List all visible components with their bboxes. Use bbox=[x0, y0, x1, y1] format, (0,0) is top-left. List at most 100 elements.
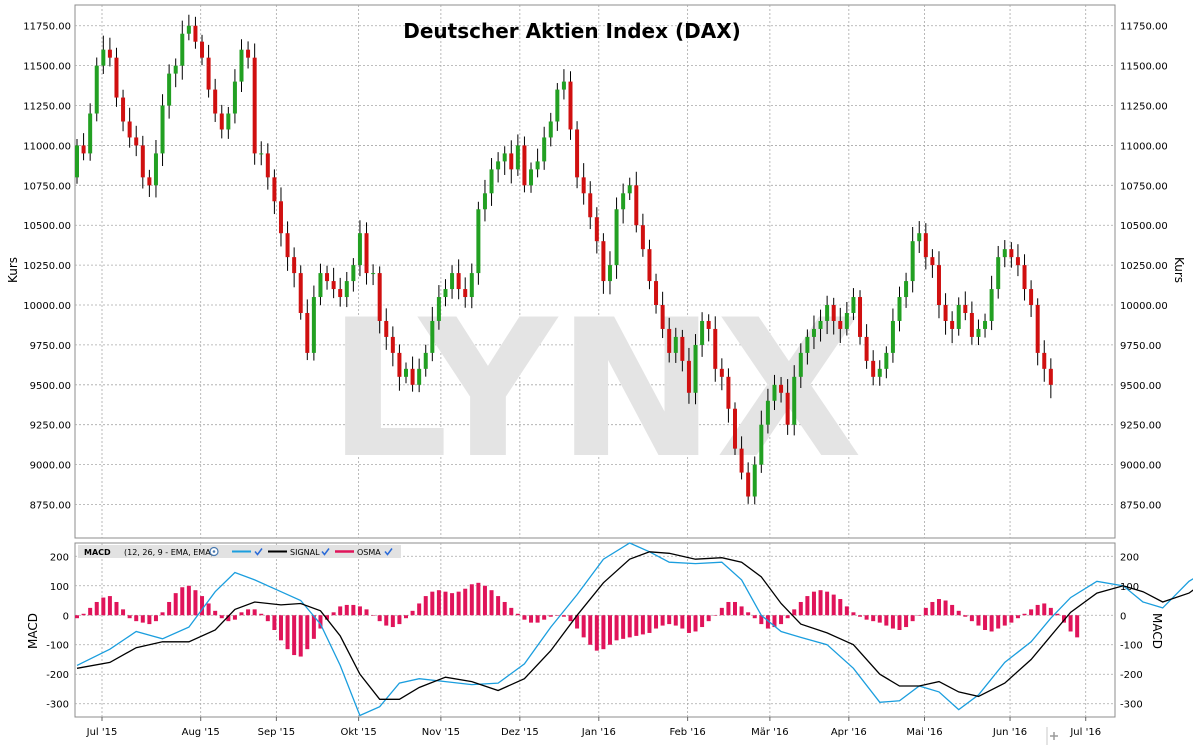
candle-body bbox=[272, 177, 277, 202]
candle bbox=[298, 265, 303, 320]
candle bbox=[686, 347, 691, 404]
candle-body bbox=[1029, 289, 1034, 306]
osma-bar bbox=[976, 615, 981, 626]
price-tick-label-right: 10250.00 bbox=[1120, 261, 1168, 272]
candle bbox=[700, 312, 705, 357]
price-tick-label-right: 10750.00 bbox=[1120, 181, 1168, 192]
price-tick-label-left: 10500.00 bbox=[23, 221, 71, 232]
candle bbox=[423, 344, 428, 377]
candle-body bbox=[107, 49, 112, 58]
osma-bar bbox=[904, 615, 909, 628]
candle bbox=[232, 69, 237, 124]
osma-bar bbox=[950, 604, 955, 616]
candle bbox=[469, 263, 474, 309]
candle-body bbox=[667, 328, 672, 353]
candle bbox=[140, 135, 145, 189]
candle bbox=[950, 311, 955, 344]
osma-bar bbox=[469, 584, 474, 616]
osma-bar bbox=[436, 590, 441, 616]
candle bbox=[357, 220, 362, 277]
candle-body bbox=[114, 57, 119, 98]
candle-body bbox=[81, 145, 86, 154]
legend-signal-check-icon[interactable] bbox=[321, 548, 330, 556]
candle bbox=[805, 329, 810, 365]
candle-body bbox=[404, 368, 408, 377]
osma-bar bbox=[463, 588, 468, 616]
candle-body bbox=[996, 257, 1001, 290]
settings-icon[interactable] bbox=[209, 546, 219, 557]
candle bbox=[713, 316, 718, 382]
candle bbox=[627, 177, 632, 201]
candle-body bbox=[858, 297, 863, 337]
candle bbox=[621, 183, 626, 224]
legend-osma-check-icon[interactable] bbox=[384, 548, 393, 556]
candle bbox=[436, 285, 441, 330]
osma-bar bbox=[601, 615, 606, 650]
candle-body bbox=[436, 297, 441, 321]
osma-bar bbox=[430, 591, 435, 616]
candle bbox=[522, 136, 527, 193]
legend-macd-check-icon[interactable] bbox=[254, 548, 263, 556]
candle-body bbox=[581, 177, 586, 194]
candle-body bbox=[535, 161, 540, 170]
candle-body bbox=[752, 464, 757, 497]
candle-body bbox=[904, 281, 909, 298]
price-title: Deutscher Aktien Index (DAX) bbox=[403, 19, 741, 43]
candle-body bbox=[831, 305, 836, 321]
candle bbox=[509, 140, 514, 184]
candle-body bbox=[522, 145, 527, 186]
osma-bar bbox=[1048, 607, 1053, 616]
x-tick-label: Apr '16 bbox=[831, 727, 867, 738]
candle bbox=[272, 169, 277, 215]
candle bbox=[1048, 358, 1053, 399]
candle bbox=[180, 20, 185, 80]
macd-line bbox=[76, 542, 1193, 717]
candle-body bbox=[246, 49, 251, 58]
candle bbox=[1029, 280, 1034, 317]
candle-body bbox=[186, 25, 191, 34]
legend-indicator-name: MACD bbox=[84, 548, 111, 557]
candle bbox=[81, 133, 86, 161]
osma-bar bbox=[910, 615, 915, 622]
osma-bar bbox=[884, 615, 889, 626]
candle-body bbox=[1048, 368, 1053, 385]
candle bbox=[647, 239, 652, 290]
candle bbox=[443, 279, 448, 307]
osma-bar bbox=[364, 609, 369, 616]
macd-ylabel-right: MACD bbox=[1150, 613, 1164, 649]
crosshair-icon[interactable] bbox=[1050, 732, 1058, 740]
candle bbox=[252, 43, 257, 165]
osma-bar bbox=[667, 615, 672, 625]
candle bbox=[607, 251, 612, 295]
candle bbox=[858, 290, 863, 345]
candle-body bbox=[213, 89, 218, 114]
osma-bar bbox=[877, 615, 882, 623]
candle bbox=[127, 107, 132, 148]
candle bbox=[673, 327, 678, 363]
osma-bar bbox=[1055, 613, 1060, 616]
candle-body bbox=[173, 65, 178, 74]
osma-bar bbox=[1015, 615, 1020, 619]
candle bbox=[739, 436, 744, 480]
candle-body bbox=[529, 169, 534, 186]
osma-bar bbox=[259, 613, 264, 616]
osma-bar bbox=[969, 615, 974, 622]
osma-bar bbox=[838, 599, 843, 616]
osma-bar bbox=[265, 615, 270, 622]
osma-bar bbox=[739, 606, 744, 616]
osma-bar bbox=[325, 615, 330, 620]
osma-bar bbox=[1068, 615, 1073, 632]
osma-bar bbox=[594, 615, 599, 651]
macd-tick-label-right: -300 bbox=[1120, 700, 1143, 711]
candle-body bbox=[193, 25, 198, 42]
candle bbox=[779, 376, 784, 403]
candle-body bbox=[621, 193, 626, 210]
osma-bar bbox=[331, 612, 336, 616]
candle bbox=[1035, 298, 1040, 366]
candle-body bbox=[357, 233, 362, 266]
candle-body bbox=[825, 305, 830, 321]
candle bbox=[588, 181, 593, 230]
macd-tick-label-right: -200 bbox=[1120, 670, 1143, 681]
candle bbox=[976, 319, 981, 346]
candle bbox=[555, 83, 560, 131]
